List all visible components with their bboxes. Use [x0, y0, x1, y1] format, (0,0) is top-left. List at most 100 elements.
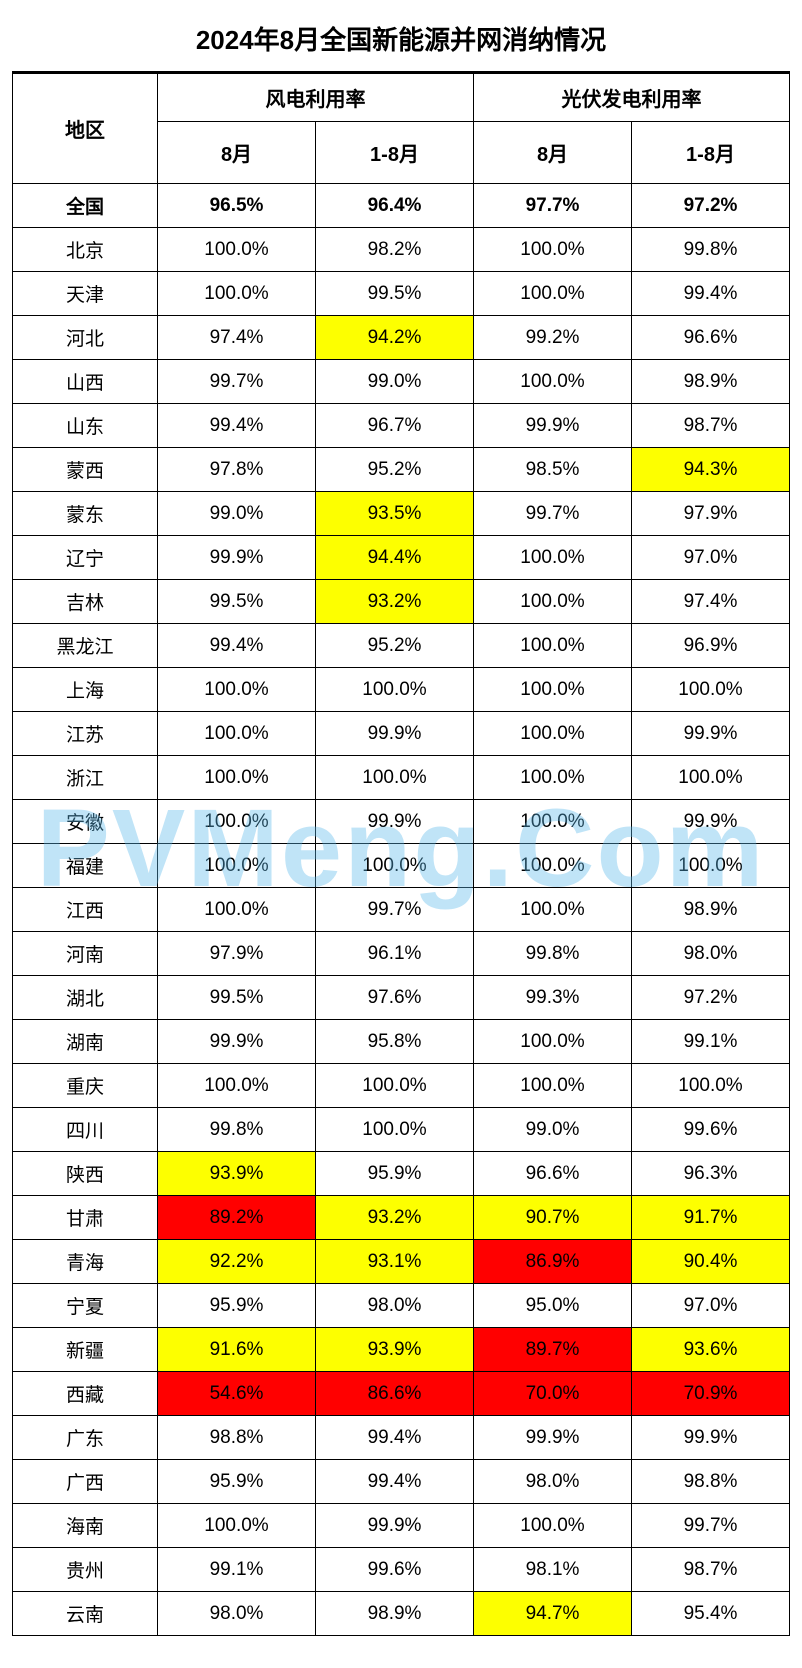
cell-region: 蒙东 — [13, 492, 158, 536]
table-row: 山东99.4%96.7%99.9%98.7% — [13, 404, 790, 448]
table-body: 全国96.5%96.4%97.7%97.2%北京100.0%98.2%100.0… — [13, 184, 790, 1636]
table-row: 甘肃89.2%93.2%90.7%91.7% — [13, 1196, 790, 1240]
cell-wind_aug: 93.9% — [158, 1152, 316, 1196]
table-row: 贵州99.1%99.6%98.1%98.7% — [13, 1548, 790, 1592]
cell-wind_ytd: 100.0% — [316, 1064, 474, 1108]
cell-wind_aug: 99.7% — [158, 360, 316, 404]
cell-solar_ytd: 91.7% — [632, 1196, 790, 1240]
cell-solar_aug: 100.0% — [474, 228, 632, 272]
table-row: 广西95.9%99.4%98.0%98.8% — [13, 1460, 790, 1504]
cell-wind_ytd: 97.6% — [316, 976, 474, 1020]
cell-solar_aug: 95.0% — [474, 1284, 632, 1328]
cell-solar_ytd: 70.9% — [632, 1372, 790, 1416]
table-row: 福建100.0%100.0%100.0%100.0% — [13, 844, 790, 888]
cell-region: 广西 — [13, 1460, 158, 1504]
cell-region: 蒙西 — [13, 448, 158, 492]
cell-region: 上海 — [13, 668, 158, 712]
table-row: 上海100.0%100.0%100.0%100.0% — [13, 668, 790, 712]
cell-wind_aug: 98.0% — [158, 1592, 316, 1636]
cell-wind_ytd: 95.9% — [316, 1152, 474, 1196]
cell-solar_ytd: 97.9% — [632, 492, 790, 536]
table-row: 西藏54.6%86.6%70.0%70.9% — [13, 1372, 790, 1416]
cell-wind_aug: 100.0% — [158, 668, 316, 712]
cell-region: 海南 — [13, 1504, 158, 1548]
cell-wind_ytd: 100.0% — [316, 756, 474, 800]
cell-solar_aug: 99.2% — [474, 316, 632, 360]
cell-solar_aug: 97.7% — [474, 184, 632, 228]
cell-solar_aug: 100.0% — [474, 888, 632, 932]
cell-solar_aug: 86.9% — [474, 1240, 632, 1284]
cell-wind_ytd: 99.4% — [316, 1416, 474, 1460]
table-row: 天津100.0%99.5%100.0%99.4% — [13, 272, 790, 316]
cell-region: 江苏 — [13, 712, 158, 756]
cell-solar_aug: 100.0% — [474, 1020, 632, 1064]
cell-region: 重庆 — [13, 1064, 158, 1108]
cell-wind_aug: 99.5% — [158, 580, 316, 624]
table-row: 山西99.7%99.0%100.0%98.9% — [13, 360, 790, 404]
cell-solar_ytd: 98.8% — [632, 1460, 790, 1504]
cell-wind_ytd: 95.2% — [316, 448, 474, 492]
table-row: 江苏100.0%99.9%100.0%99.9% — [13, 712, 790, 756]
cell-region: 辽宁 — [13, 536, 158, 580]
page-wrap: 2024年8月全国新能源并网消纳情况 地区 风电利用率 光伏发电利用率 8月 1… — [0, 0, 802, 1646]
cell-solar_ytd: 96.6% — [632, 316, 790, 360]
table-row: 新疆91.6%93.9%89.7%93.6% — [13, 1328, 790, 1372]
header-region: 地区 — [13, 74, 158, 184]
cell-solar_ytd: 98.0% — [632, 932, 790, 976]
table-row: 江西100.0%99.7%100.0%98.9% — [13, 888, 790, 932]
cell-wind_aug: 96.5% — [158, 184, 316, 228]
table-row: 湖南99.9%95.8%100.0%99.1% — [13, 1020, 790, 1064]
table-row: 吉林99.5%93.2%100.0%97.4% — [13, 580, 790, 624]
table-row: 全国96.5%96.4%97.7%97.2% — [13, 184, 790, 228]
cell-solar_aug: 99.3% — [474, 976, 632, 1020]
cell-solar_ytd: 99.9% — [632, 712, 790, 756]
cell-solar_ytd: 98.7% — [632, 1548, 790, 1592]
cell-wind_aug: 97.8% — [158, 448, 316, 492]
cell-region: 云南 — [13, 1592, 158, 1636]
cell-solar_aug: 100.0% — [474, 536, 632, 580]
cell-wind_ytd: 93.1% — [316, 1240, 474, 1284]
table-row: 蒙西97.8%95.2%98.5%94.3% — [13, 448, 790, 492]
cell-solar_ytd: 97.0% — [632, 1284, 790, 1328]
cell-wind_ytd: 100.0% — [316, 1108, 474, 1152]
cell-wind_aug: 97.4% — [158, 316, 316, 360]
cell-region: 北京 — [13, 228, 158, 272]
cell-solar_ytd: 97.2% — [632, 184, 790, 228]
cell-wind_ytd: 99.9% — [316, 1504, 474, 1548]
cell-solar_ytd: 99.4% — [632, 272, 790, 316]
cell-solar_aug: 98.1% — [474, 1548, 632, 1592]
cell-solar_aug: 100.0% — [474, 580, 632, 624]
table-row: 海南100.0%99.9%100.0%99.7% — [13, 1504, 790, 1548]
table-row: 蒙东99.0%93.5%99.7%97.9% — [13, 492, 790, 536]
cell-region: 新疆 — [13, 1328, 158, 1372]
cell-region: 河南 — [13, 932, 158, 976]
cell-solar_ytd: 99.8% — [632, 228, 790, 272]
cell-wind_ytd: 100.0% — [316, 844, 474, 888]
cell-region: 甘肃 — [13, 1196, 158, 1240]
header-solar-ytd: 1-8月 — [632, 122, 790, 184]
cell-wind_aug: 99.1% — [158, 1548, 316, 1592]
cell-wind_aug: 92.2% — [158, 1240, 316, 1284]
cell-solar_aug: 99.8% — [474, 932, 632, 976]
cell-wind_aug: 97.9% — [158, 932, 316, 976]
cell-solar_ytd: 98.9% — [632, 360, 790, 404]
cell-wind_ytd: 94.4% — [316, 536, 474, 580]
table-row: 湖北99.5%97.6%99.3%97.2% — [13, 976, 790, 1020]
cell-region: 湖北 — [13, 976, 158, 1020]
cell-wind_ytd: 100.0% — [316, 668, 474, 712]
table-row: 青海92.2%93.1%86.9%90.4% — [13, 1240, 790, 1284]
cell-wind_aug: 95.9% — [158, 1460, 316, 1504]
cell-solar_aug: 100.0% — [474, 756, 632, 800]
cell-wind_aug: 100.0% — [158, 712, 316, 756]
cell-region: 山东 — [13, 404, 158, 448]
table-row: 广东98.8%99.4%99.9%99.9% — [13, 1416, 790, 1460]
cell-solar_ytd: 100.0% — [632, 668, 790, 712]
table-row: 宁夏95.9%98.0%95.0%97.0% — [13, 1284, 790, 1328]
table-row: 河北97.4%94.2%99.2%96.6% — [13, 316, 790, 360]
cell-solar_ytd: 99.7% — [632, 1504, 790, 1548]
cell-region: 贵州 — [13, 1548, 158, 1592]
cell-wind_aug: 54.6% — [158, 1372, 316, 1416]
cell-wind_ytd: 95.8% — [316, 1020, 474, 1064]
cell-solar_ytd: 99.9% — [632, 800, 790, 844]
cell-solar_ytd: 100.0% — [632, 1064, 790, 1108]
